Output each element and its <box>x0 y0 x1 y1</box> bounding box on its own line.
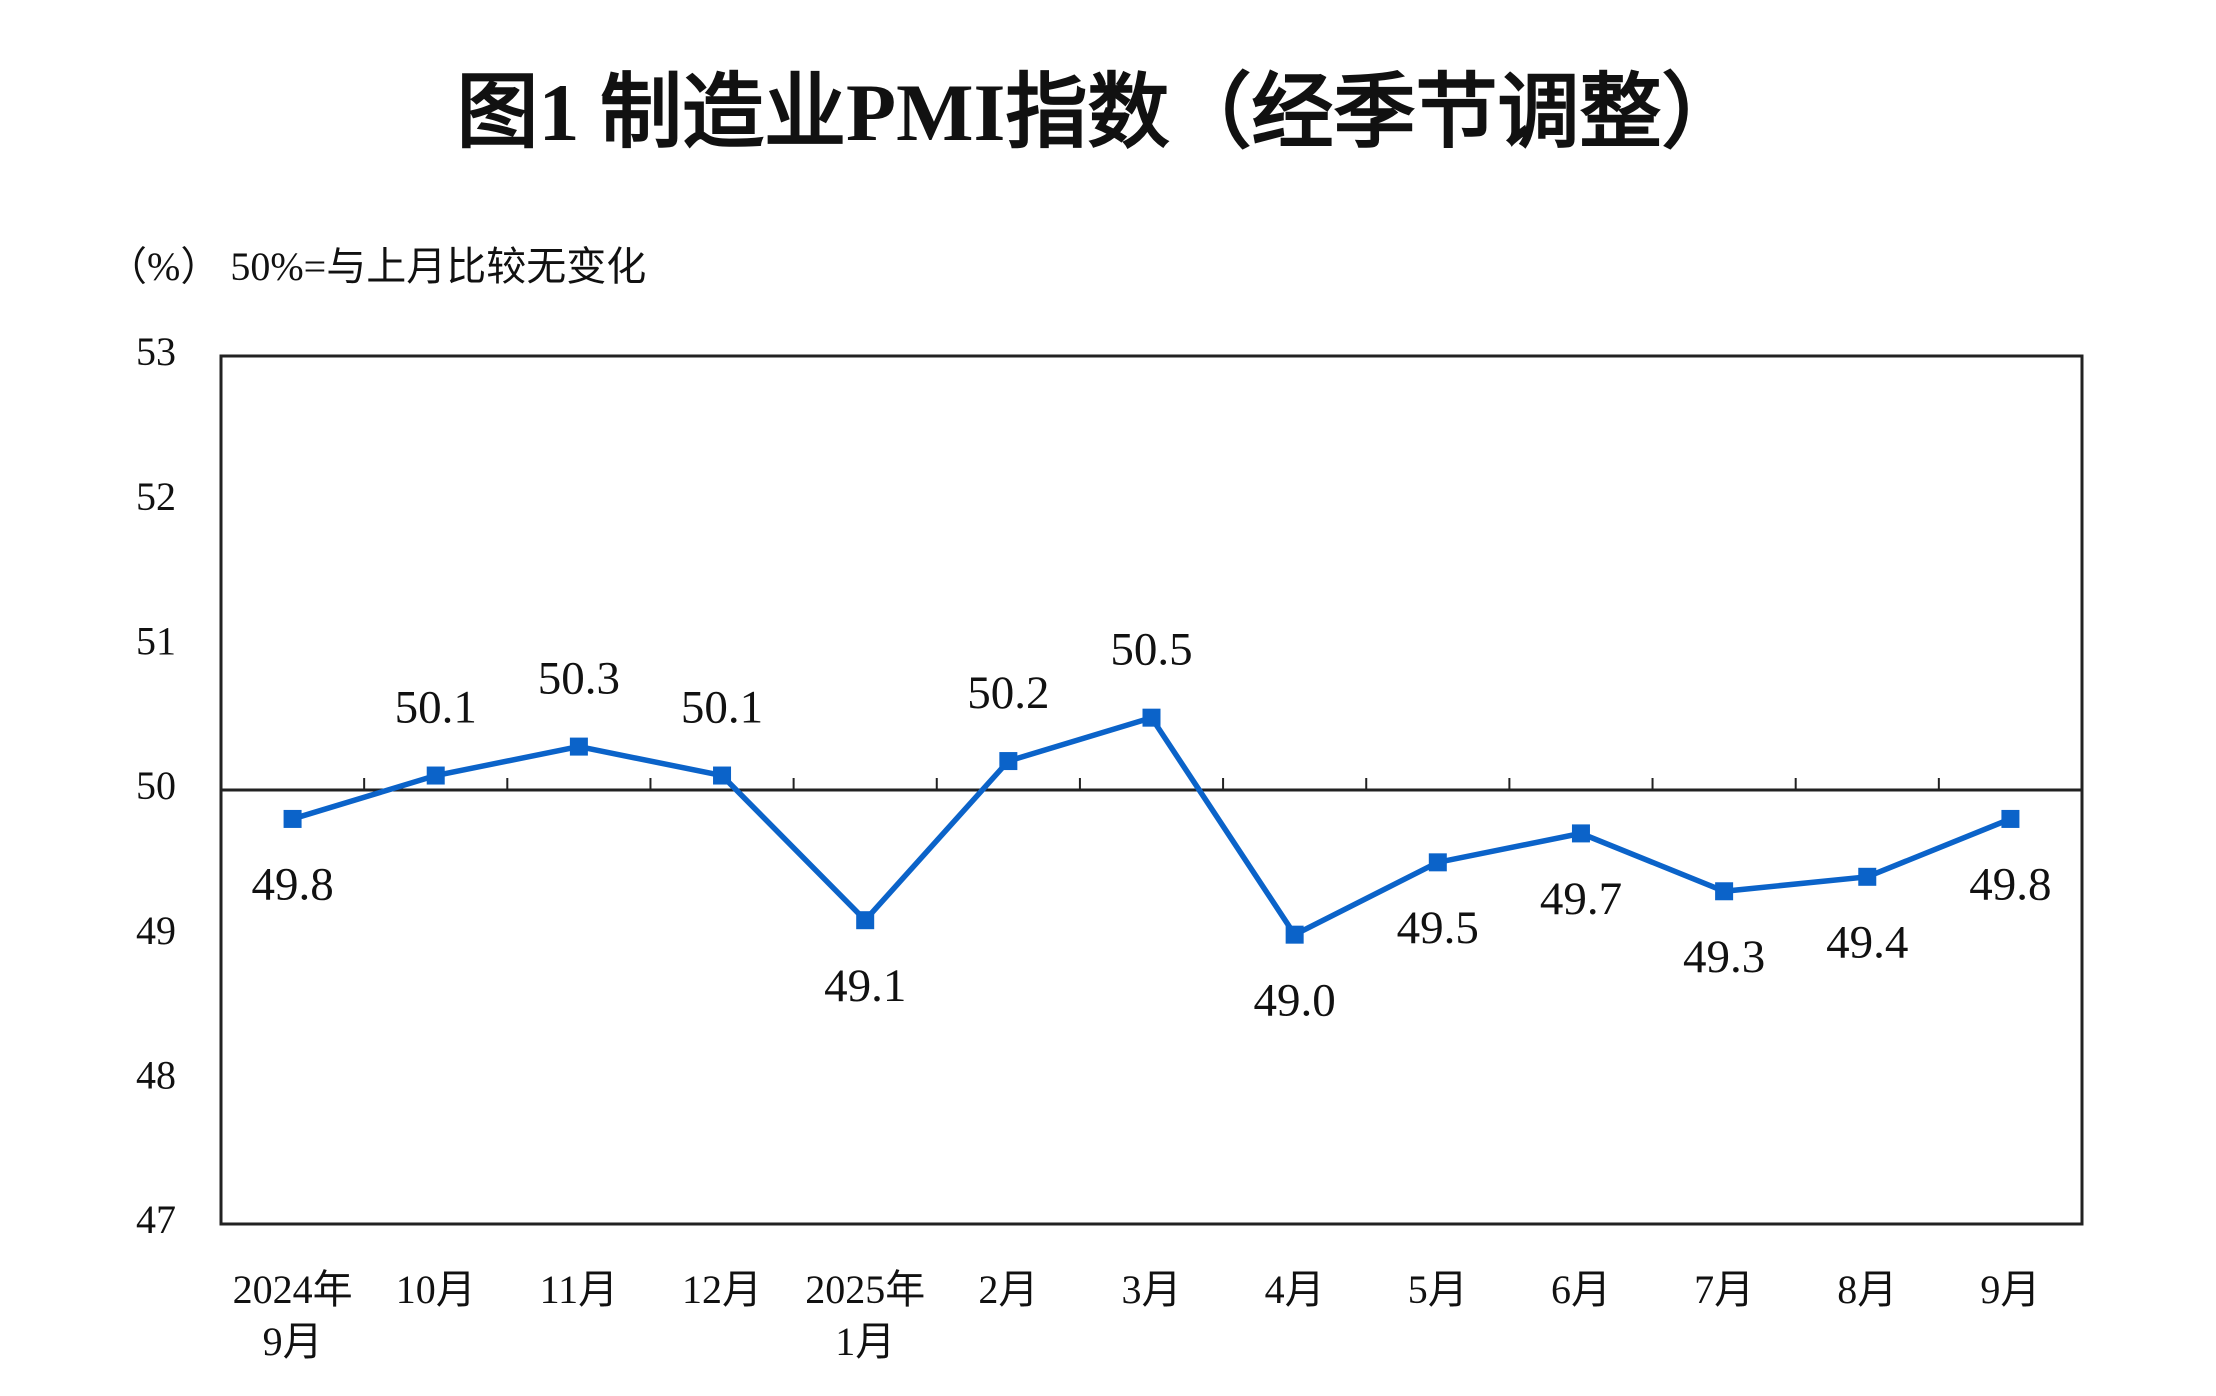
data-point <box>1285 925 1304 944</box>
y-tick-label: 48 <box>136 1053 176 1098</box>
data-label: 49.0 <box>1254 974 1336 1026</box>
x-tick-label: 2月 <box>978 1267 1039 1312</box>
series-line <box>291 714 2012 939</box>
data-label: 50.2 <box>967 667 1049 719</box>
y-tick-label: 49 <box>136 908 176 953</box>
y-tick-label: 47 <box>136 1197 176 1242</box>
data-label: 49.5 <box>1397 902 1479 954</box>
data-label: 49.1 <box>824 960 906 1012</box>
unit-note: （%） 50%=与上月比较无变化 <box>107 244 646 289</box>
data-point <box>1858 867 1877 886</box>
data-point <box>1428 853 1447 872</box>
y-tick-label: 51 <box>136 619 176 664</box>
data-point <box>1571 824 1590 843</box>
y-tick-label: 50 <box>136 763 176 808</box>
x-tick-label: 4月 <box>1264 1267 1325 1312</box>
data-label: 50.5 <box>1110 623 1192 675</box>
x-tick-label: 7月 <box>1694 1267 1755 1312</box>
x-tick-label: 9月 <box>1980 1267 2041 1312</box>
data-label: 49.3 <box>1683 931 1765 983</box>
y-tick-label: 53 <box>136 329 176 374</box>
data-label: 49.7 <box>1540 873 1622 925</box>
data-point <box>1142 708 1161 727</box>
x-tick-label: 2025年 1月 <box>805 1267 926 1364</box>
data-label: 49.4 <box>1826 917 1908 969</box>
data-label: 50.3 <box>538 652 620 704</box>
x-tick-label: 3月 <box>1121 1267 1182 1312</box>
data-point <box>1715 882 1734 901</box>
x-tick-label: 11月 <box>539 1267 619 1312</box>
data-label: 49.8 <box>1969 859 2051 911</box>
data-label: 49.8 <box>251 859 333 911</box>
x-tick-label: 2024年 9月 <box>232 1267 353 1364</box>
x-tick-label: 5月 <box>1407 1267 1468 1312</box>
data-label: 50.1 <box>395 681 477 733</box>
data-point <box>999 752 1018 771</box>
data-point <box>2001 809 2020 828</box>
x-tick-label: 6月 <box>1550 1267 1611 1312</box>
data-point <box>856 911 875 930</box>
data-point <box>283 809 302 828</box>
data-point <box>569 737 588 756</box>
data-point <box>713 766 732 785</box>
data-point <box>426 766 445 785</box>
x-tick-label: 10月 <box>395 1267 476 1312</box>
x-tick-label: 12月 <box>682 1267 763 1312</box>
data-label: 50.1 <box>681 681 763 733</box>
chart-title: 图1 制造业PMI指数（经季节调整） <box>457 67 1744 158</box>
x-tick-label: 8月 <box>1837 1267 1898 1312</box>
y-tick-label: 52 <box>136 474 176 519</box>
